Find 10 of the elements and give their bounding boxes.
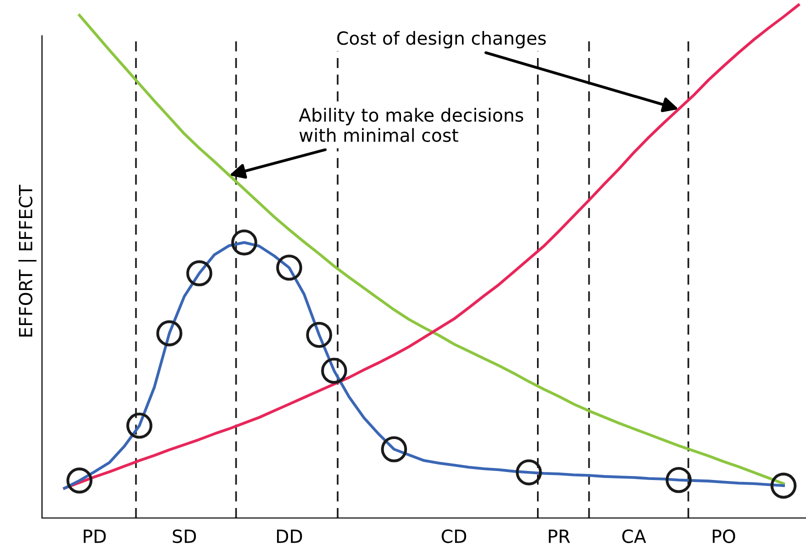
y-axis-title: EFFORT | EFFECT [18,184,36,336]
x-tick-label: SD [172,529,196,544]
annotation: Ability to make decisions with minimal cost [298,108,524,142]
x-tick-label: PD [84,530,106,543]
x-tick-label: DD [277,530,302,543]
x-tick-label: PO [712,529,736,544]
x-tick-label: CD [442,529,466,544]
x-tick-label: PR [548,530,570,543]
x-tick-label: CA [622,529,646,544]
annotation: Cost of design changes [337,30,546,48]
